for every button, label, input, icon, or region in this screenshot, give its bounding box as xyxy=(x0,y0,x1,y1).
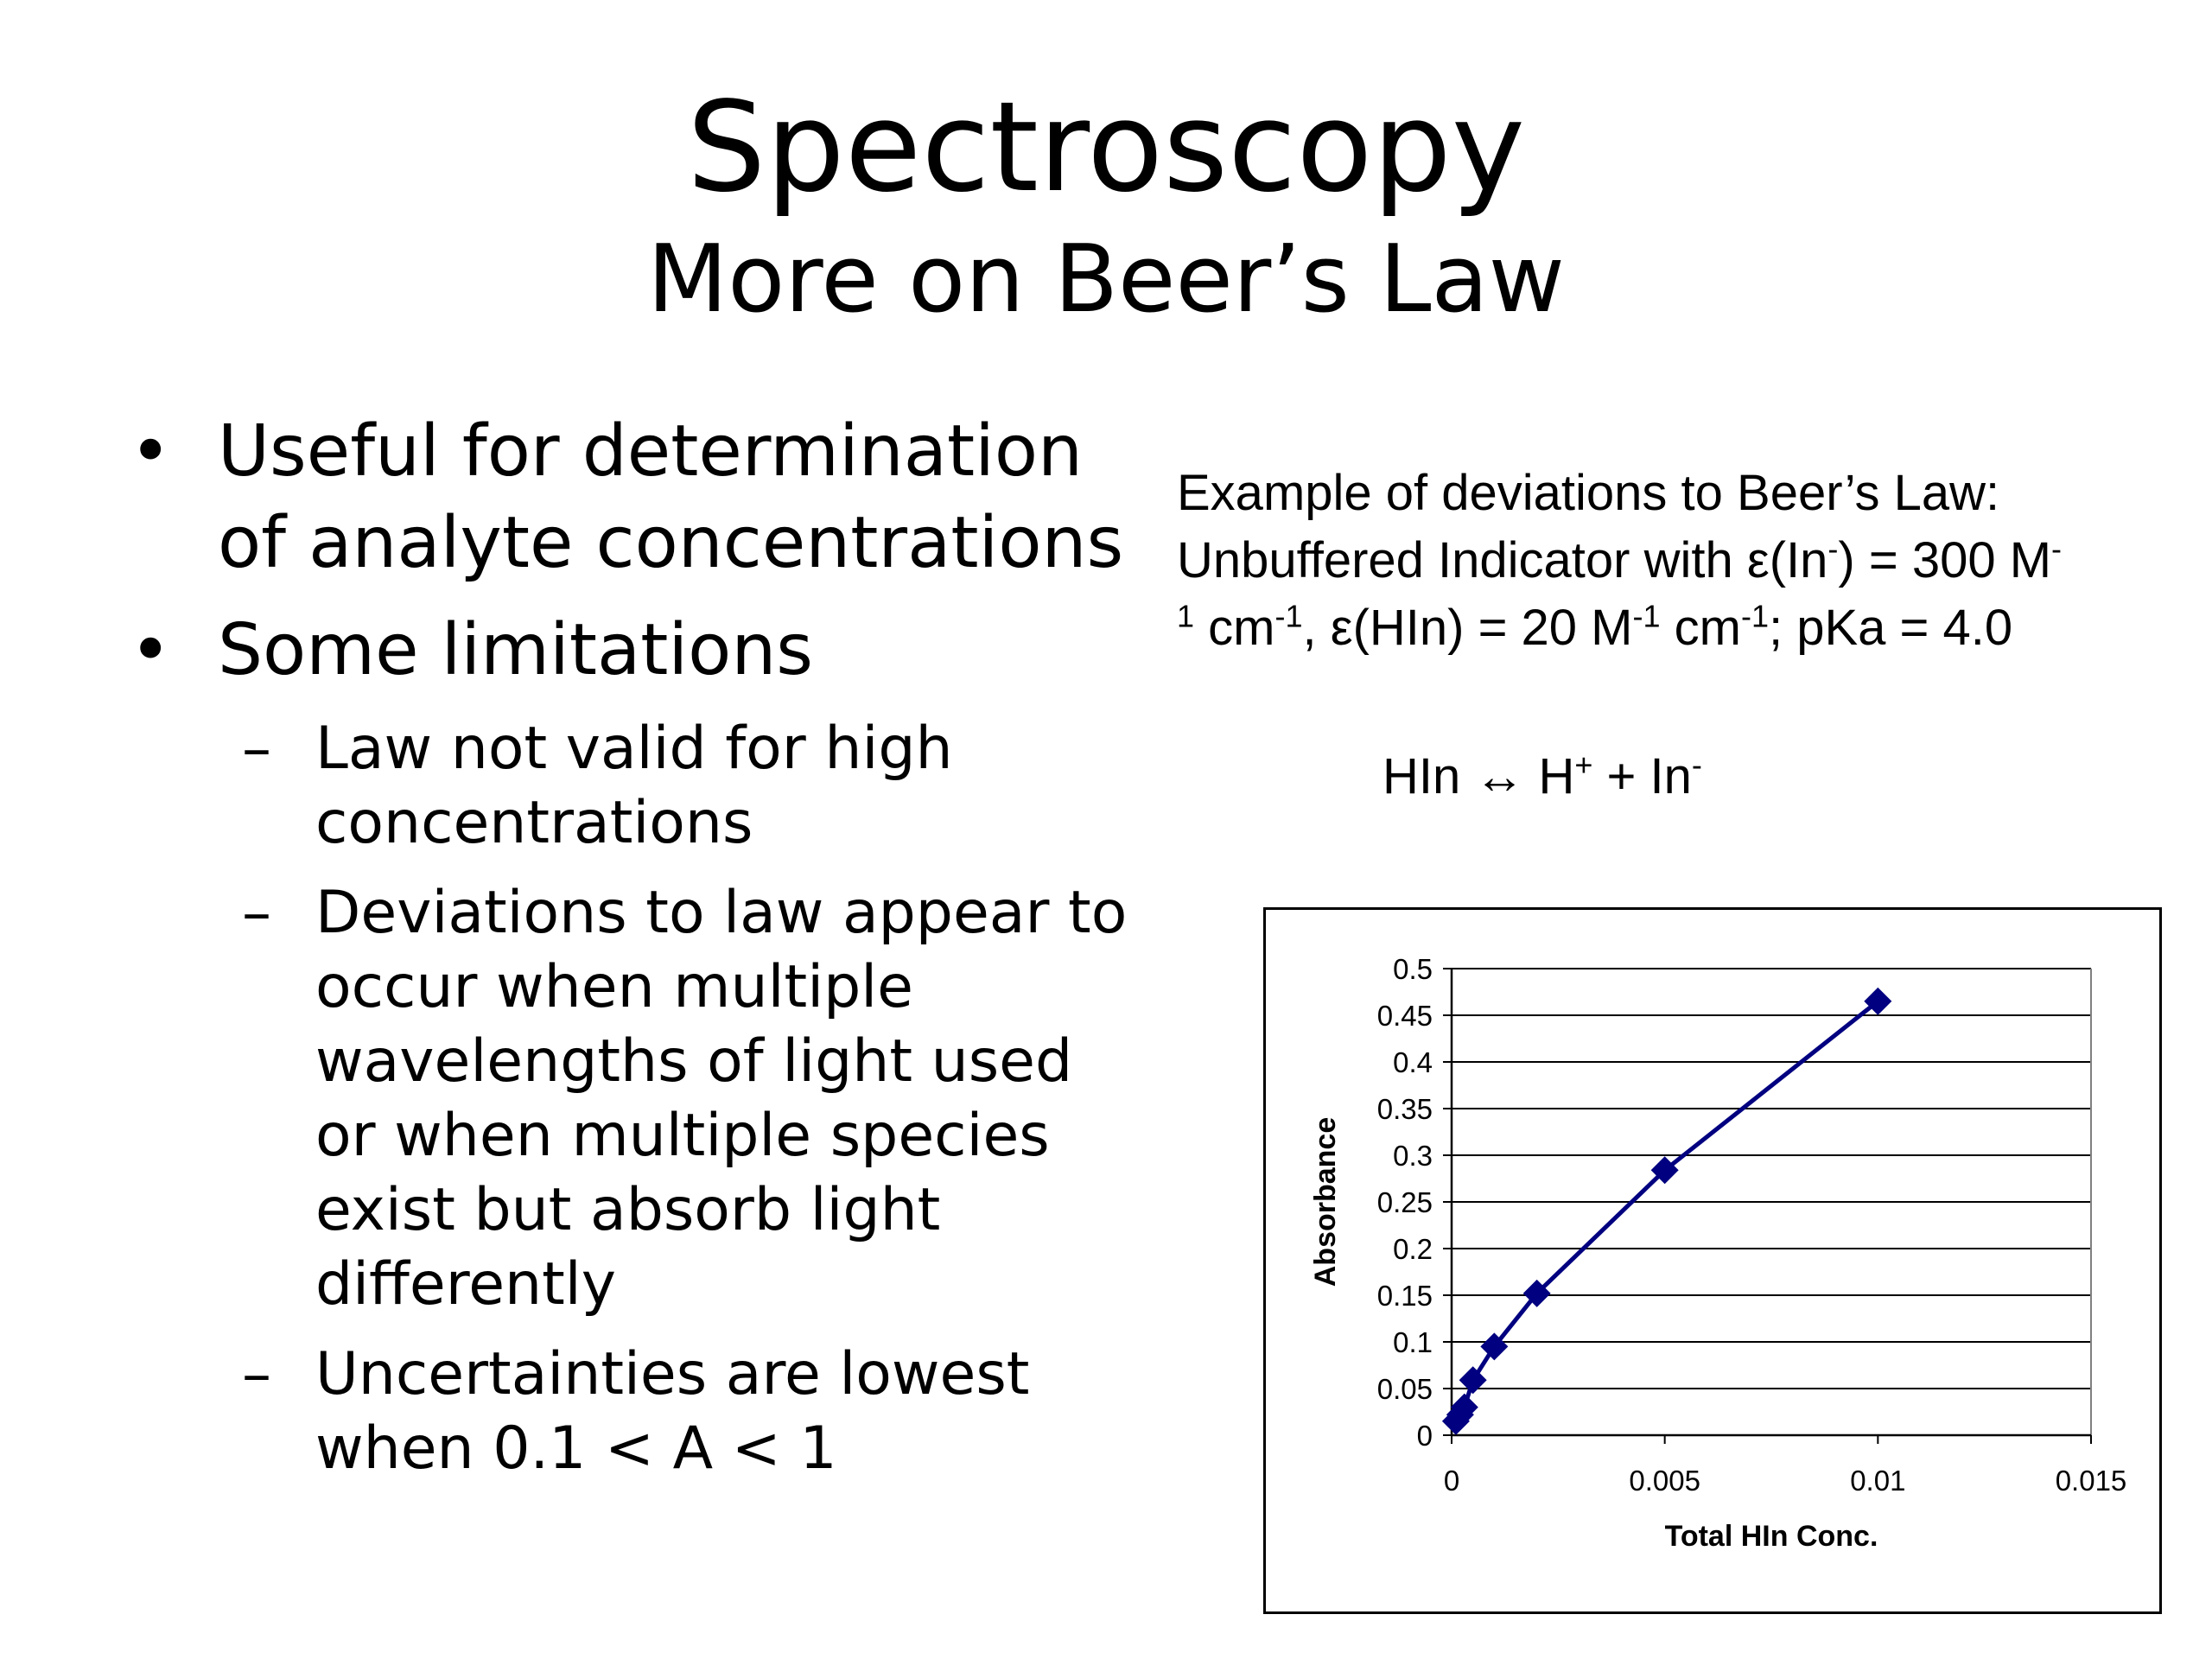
data-point xyxy=(1450,1393,1478,1421)
example-text: ) = 300 M xyxy=(1838,532,2052,588)
dash-icon: – xyxy=(242,1340,271,1408)
y-tick-label: 0 xyxy=(1417,1420,1433,1452)
bullet-dot-icon: • xyxy=(130,609,172,691)
bullet-item: • Some limitations xyxy=(130,605,1132,696)
example-line-2: Unbuffered Indicator with ε(In-) = 300 M… xyxy=(1177,527,2171,594)
y-tick-label: 0.2 xyxy=(1393,1233,1433,1265)
y-axis-label: Absorbance xyxy=(1309,1117,1342,1287)
x-tick-label: 0.005 xyxy=(1629,1465,1700,1497)
y-tick-label: 0.45 xyxy=(1377,1000,1433,1032)
slide-title: Spectroscopy xyxy=(686,74,1526,219)
sub-bullet-text: Uncertainties are lowest when 0.1 < A < … xyxy=(315,1340,1030,1483)
y-tick-label: 0.4 xyxy=(1393,1046,1433,1078)
data-point xyxy=(1480,1332,1509,1361)
y-tick-label: 0.5 xyxy=(1393,953,1433,985)
example-description: Example of deviations to Beer’s Law: Unb… xyxy=(1177,460,2171,662)
absorbance-chart: 0 0.05 0.1 0.15 0.2 0.25 0.3 0.35 0.4 0.45 0.5 0 0.0… xyxy=(1263,907,2162,1614)
equation-text: + In xyxy=(1592,748,1692,804)
slide-subtitle: More on Beer’s Law xyxy=(647,226,1565,334)
data-point xyxy=(1522,1279,1551,1307)
data-point xyxy=(1864,987,1892,1015)
sub-bullet-item: – Law not valid for high concentrations xyxy=(130,712,1132,861)
equation-text: HIn ↔ H xyxy=(1382,748,1575,804)
y-tick-label: 0.05 xyxy=(1377,1373,1433,1405)
chart-canvas: 0 0.05 0.1 0.15 0.2 0.25 0.3 0.35 0.4 0.45 0.5 0 0.0… xyxy=(1309,953,2127,1553)
x-tick-label: 0.015 xyxy=(2056,1465,2127,1497)
y-tick-label: 0.35 xyxy=(1377,1093,1433,1125)
bullet-list: • Useful for determination of analyte co… xyxy=(130,406,1132,1502)
example-superscript: - xyxy=(2051,531,2063,567)
bullet-item: • Useful for determination of analyte co… xyxy=(130,406,1132,589)
example-text: ; pKa = 4.0 xyxy=(1768,600,2013,656)
y-tick-label: 0.25 xyxy=(1377,1186,1433,1218)
sub-bullet-item: – Deviations to law appear to occur when… xyxy=(130,876,1132,1322)
dash-icon: – xyxy=(242,715,271,783)
bullet-text: Useful for determination of analyte conc… xyxy=(218,410,1124,584)
bullet-dot-icon: • xyxy=(130,410,172,493)
x-axis-label: Total HIn Conc. xyxy=(1665,1520,1878,1553)
dash-icon: – xyxy=(242,879,271,947)
x-tick-label: 0 xyxy=(1444,1465,1459,1497)
series-line xyxy=(1453,999,1879,1423)
example-superscript: -1 xyxy=(1274,598,1303,634)
sub-bullet-list: – Law not valid for high concentrations … xyxy=(130,712,1132,1486)
equation-superscript: + xyxy=(1574,747,1593,783)
example-text: cm xyxy=(1660,600,1741,656)
data-point xyxy=(1459,1366,1487,1395)
example-superscript: - xyxy=(1827,531,1839,567)
example-superscript: -1 xyxy=(1632,598,1661,634)
example-superscript: 1 xyxy=(1177,598,1195,634)
example-text: , ε(HIn) = 20 M xyxy=(1302,600,1633,656)
data-point xyxy=(1650,1156,1679,1185)
equilibrium-equation: HIn ↔ H+ + In- xyxy=(1382,743,1702,810)
y-tick-label: 0.3 xyxy=(1393,1140,1433,1172)
example-line-1: Example of deviations to Beer’s Law: xyxy=(1177,465,2000,521)
example-text: Unbuffered Indicator with ε(In xyxy=(1177,532,1828,588)
example-superscript: -1 xyxy=(1740,598,1769,634)
y-tick-label: 0.15 xyxy=(1377,1280,1433,1312)
y-tick-label: 0.1 xyxy=(1393,1326,1433,1358)
sub-bullet-item: – Uncertainties are lowest when 0.1 < A … xyxy=(130,1338,1132,1486)
x-tick-label: 0.01 xyxy=(1850,1465,1905,1497)
example-text: cm xyxy=(1194,600,1275,656)
sub-bullet-text: Law not valid for high concentrations xyxy=(315,715,953,857)
sub-bullet-text: Deviations to law appear to occur when m… xyxy=(315,879,1128,1319)
example-line-3: 1 cm-1, ε(HIn) = 20 M-1 cm-1; pKa = 4.0 xyxy=(1177,594,2171,662)
equation-superscript: - xyxy=(1691,747,1702,783)
bullet-text: Some limitations xyxy=(218,609,814,691)
